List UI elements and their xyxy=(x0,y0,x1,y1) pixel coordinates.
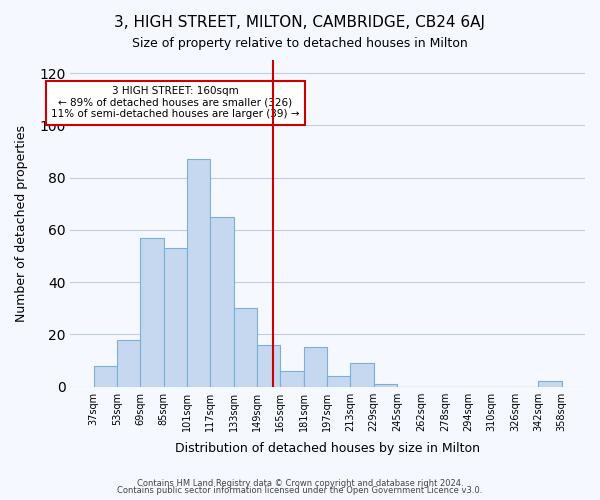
Bar xyxy=(164,248,187,386)
Bar xyxy=(140,238,164,386)
Bar xyxy=(538,382,562,386)
Bar xyxy=(350,363,374,386)
Text: 3, HIGH STREET, MILTON, CAMBRIDGE, CB24 6AJ: 3, HIGH STREET, MILTON, CAMBRIDGE, CB24 … xyxy=(115,15,485,30)
Text: Size of property relative to detached houses in Milton: Size of property relative to detached ho… xyxy=(132,38,468,51)
Bar xyxy=(304,348,327,387)
Bar xyxy=(233,308,257,386)
Bar xyxy=(257,345,280,387)
Bar xyxy=(187,160,211,386)
Text: Contains HM Land Registry data © Crown copyright and database right 2024.: Contains HM Land Registry data © Crown c… xyxy=(137,478,463,488)
Bar xyxy=(211,217,233,386)
Bar xyxy=(327,376,350,386)
Bar xyxy=(280,371,304,386)
X-axis label: Distribution of detached houses by size in Milton: Distribution of detached houses by size … xyxy=(175,442,480,455)
Bar xyxy=(117,340,140,386)
Text: Contains public sector information licensed under the Open Government Licence v3: Contains public sector information licen… xyxy=(118,486,482,495)
Y-axis label: Number of detached properties: Number of detached properties xyxy=(15,125,28,322)
Text: 3 HIGH STREET: 160sqm
← 89% of detached houses are smaller (326)
11% of semi-det: 3 HIGH STREET: 160sqm ← 89% of detached … xyxy=(51,86,299,120)
Bar xyxy=(374,384,397,386)
Bar xyxy=(94,366,117,386)
